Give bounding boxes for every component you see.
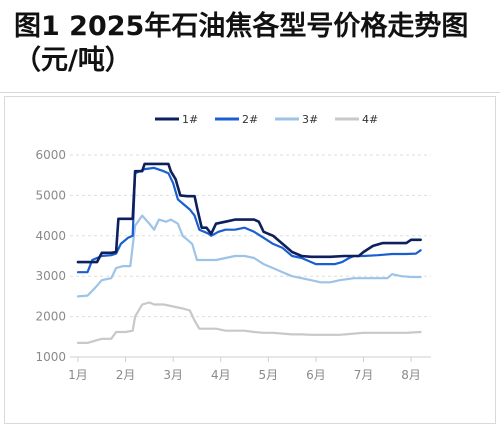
x-tick-label: 1月 (68, 368, 88, 382)
legend-label-2: 2# (242, 113, 258, 126)
legend-label-1: 1# (182, 113, 198, 126)
title-divider (0, 92, 500, 93)
y-tick-label: 3000 (35, 269, 66, 283)
x-tick-label: 6月 (306, 368, 326, 382)
chart-panel: 1# 2# 3# 4# 1000 2000 3000 4000 5000 6000 1月 2月 3月… (4, 96, 496, 424)
x-tick-label: 2月 (116, 368, 136, 382)
x-tick-label: 3月 (163, 368, 183, 382)
y-tick-label: 4000 (35, 229, 66, 243)
title-area: 图1 2025年石油焦各型号价格走势图 （元/吨） (0, 0, 500, 92)
y-tick-label: 2000 (35, 310, 66, 324)
x-tick-label: 5月 (259, 368, 279, 382)
y-tick-label: 1000 (35, 350, 66, 364)
series-line-1 (76, 162, 422, 264)
price-line-chart: 1# 2# 3# 4# 1000 2000 3000 4000 5000 6000 1月 2月 3月… (35, 113, 431, 382)
x-tick-label: 8月 (401, 368, 421, 382)
legend-label-3: 3# (302, 113, 318, 126)
y-tick-label: 6000 (35, 148, 66, 162)
x-tick-label: 4月 (211, 368, 231, 382)
series-line-2 (76, 166, 422, 274)
series-line-3 (76, 214, 422, 298)
y-axis: 1000 2000 3000 4000 5000 6000 (35, 148, 66, 364)
x-axis: 1月 2月 3月 4月 5月 6月 7月 8月 (68, 357, 421, 382)
chart-title-line2: （元/吨） (14, 45, 132, 76)
series-line-4 (76, 301, 422, 344)
y-tick-label: 5000 (35, 188, 66, 202)
legend-label-4: 4# (362, 113, 378, 126)
series-lines (76, 162, 422, 344)
chart-title-line1: 图1 2025年石油焦各型号价格走势图 (14, 11, 469, 42)
legend: 1# 2# 3# 4# (155, 113, 378, 126)
x-tick-label: 7月 (354, 368, 374, 382)
